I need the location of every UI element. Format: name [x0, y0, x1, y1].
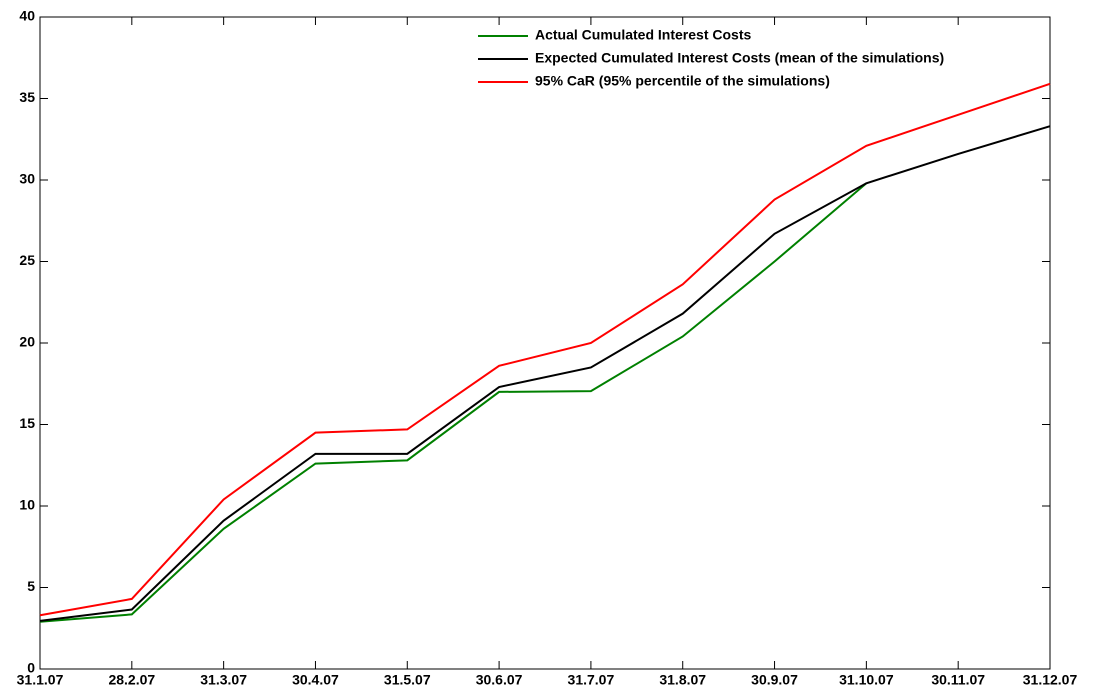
- x-tick-label: 30.9.07: [751, 672, 798, 688]
- x-tick-label: 31.10.07: [839, 672, 894, 688]
- y-tick-label: 40: [19, 8, 35, 24]
- x-tick-label: 31.5.07: [384, 672, 431, 688]
- legend-label: Expected Cumulated Interest Costs (mean …: [535, 50, 944, 66]
- x-tick-label: 31.1.07: [17, 672, 64, 688]
- series-line: [39, 125, 1051, 622]
- series-line: [39, 82, 1051, 617]
- y-tick-label: 30: [19, 171, 35, 187]
- x-tick-label: 30.6.07: [476, 672, 523, 688]
- x-tick-label: 30.11.07: [931, 672, 985, 688]
- y-tick-label: 10: [19, 497, 35, 513]
- y-tick-label: 20: [19, 334, 35, 350]
- x-tick-label: 28.2.07: [108, 672, 155, 688]
- legend-label: 95% CaR (95% percentile of the simulatio…: [535, 73, 830, 89]
- x-tick-label: 31.8.07: [659, 672, 706, 688]
- series-line: [39, 182, 868, 623]
- x-tick-label: 30.4.07: [292, 672, 339, 688]
- y-tick-label: 5: [27, 578, 35, 594]
- x-tick-label: 31.12.07: [1023, 672, 1078, 688]
- x-tick-label: 31.7.07: [568, 672, 615, 688]
- y-tick-label: 25: [19, 252, 35, 268]
- y-tick-label: 35: [19, 89, 35, 105]
- x-tick-label: 31.3.07: [200, 672, 247, 688]
- plot-frame: [39, 16, 1051, 670]
- y-tick-label: 0: [27, 660, 35, 676]
- y-tick-label: 15: [19, 415, 35, 431]
- legend-label: Actual Cumulated Interest Costs: [535, 27, 751, 43]
